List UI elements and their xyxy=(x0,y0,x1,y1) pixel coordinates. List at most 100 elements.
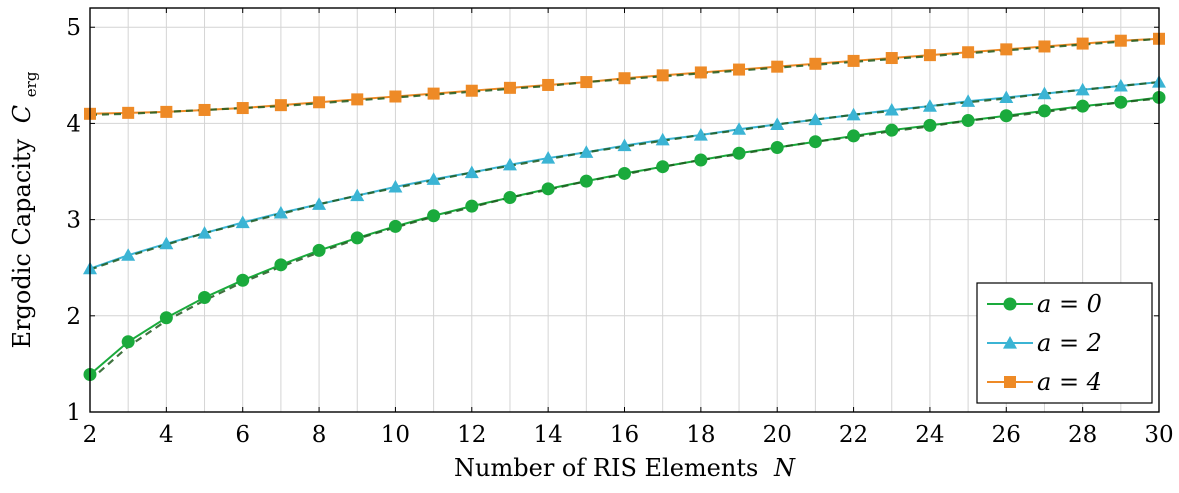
data-point xyxy=(350,188,365,202)
data-point xyxy=(198,103,211,116)
data-point xyxy=(885,123,899,137)
data-point xyxy=(655,132,670,146)
data-point xyxy=(579,174,593,188)
data-point xyxy=(1037,104,1051,118)
data-point xyxy=(999,90,1014,104)
x-tick-label: 24 xyxy=(915,422,944,448)
data-point xyxy=(542,78,555,91)
data-point xyxy=(732,122,747,135)
legend-marker xyxy=(1003,336,1017,349)
data-point xyxy=(999,109,1013,123)
x-tick-label: 12 xyxy=(457,422,486,448)
y-tick-label: 2 xyxy=(66,304,81,330)
legend-label: a = 4 xyxy=(1037,368,1102,396)
data-point xyxy=(1038,40,1051,53)
data-point xyxy=(1114,95,1128,109)
x-tick-label: 22 xyxy=(839,422,868,448)
data-point xyxy=(122,106,135,119)
data-point xyxy=(694,66,707,79)
data-point xyxy=(885,52,898,65)
data-point xyxy=(389,90,402,103)
x-tick-label: 28 xyxy=(1068,422,1097,448)
series-0 xyxy=(83,90,1166,382)
ticks xyxy=(89,8,1160,413)
data-point xyxy=(771,60,784,73)
x-tick-label: 20 xyxy=(763,422,792,448)
data-point xyxy=(121,248,136,261)
x-tick-label: 8 xyxy=(312,422,327,448)
data-point xyxy=(847,54,860,67)
legend-entry: a = 2 xyxy=(987,329,1102,357)
x-axis-label: Number of RIS Elements xyxy=(454,454,758,482)
data-point xyxy=(350,231,364,245)
data-point xyxy=(808,135,822,149)
data-point xyxy=(923,118,937,132)
legend-label: a = 0 xyxy=(1037,290,1102,318)
data-point xyxy=(1075,82,1090,96)
data-point xyxy=(541,182,555,196)
data-point xyxy=(618,72,631,85)
legend-label: a = 2 xyxy=(1037,329,1102,357)
data-point xyxy=(503,81,516,94)
legend: a = 0 a = 2 a = 4 xyxy=(976,282,1153,404)
data-point xyxy=(732,146,746,160)
data-point xyxy=(923,49,936,62)
data-point xyxy=(770,117,785,130)
data-point xyxy=(273,205,288,219)
data-point xyxy=(1076,37,1089,50)
data-point xyxy=(961,94,976,107)
data-point xyxy=(312,197,327,210)
data-point xyxy=(197,226,212,239)
legend-entry: a = 0 xyxy=(987,290,1102,318)
y-axis-subscript: erg xyxy=(22,71,40,97)
series-1 xyxy=(83,75,1166,275)
x-axis-variable: N xyxy=(773,454,796,482)
data-point xyxy=(465,199,479,213)
y-axis-label: Ergodic Capacity xyxy=(8,138,36,348)
data-point xyxy=(274,99,287,112)
data-point xyxy=(656,160,670,174)
x-tick-label: 6 xyxy=(235,422,250,448)
legend-marker xyxy=(1004,376,1016,388)
data-point xyxy=(580,76,593,89)
x-tick-label: 16 xyxy=(610,422,639,448)
series-layer xyxy=(83,32,1166,382)
data-point xyxy=(618,166,631,180)
data-point xyxy=(121,335,135,349)
data-point xyxy=(159,236,174,250)
data-point xyxy=(884,102,899,116)
data-point xyxy=(160,105,173,118)
data-point xyxy=(693,127,708,141)
data-point xyxy=(236,273,250,287)
data-point xyxy=(770,140,784,154)
data-point xyxy=(1037,86,1052,100)
data-point xyxy=(312,243,326,257)
x-tick-label: 30 xyxy=(1144,422,1173,448)
data-point xyxy=(159,311,173,325)
data-point xyxy=(694,153,708,167)
x-tick-label: 2 xyxy=(83,422,98,448)
y-tick-label: 1 xyxy=(66,400,81,426)
data-point xyxy=(617,138,632,152)
data-point xyxy=(503,190,517,204)
data-point xyxy=(235,215,250,229)
data-point xyxy=(1113,78,1128,92)
data-point xyxy=(1114,34,1127,47)
data-point xyxy=(236,102,249,115)
x-tick-label: 4 xyxy=(159,422,174,448)
data-point xyxy=(961,114,975,128)
x-tick-label: 26 xyxy=(992,422,1021,448)
data-point xyxy=(846,107,861,121)
data-point xyxy=(809,57,822,70)
data-point xyxy=(427,87,440,100)
data-point xyxy=(464,165,479,179)
data-point xyxy=(274,258,288,272)
data-point xyxy=(388,179,403,193)
series-approx-line xyxy=(89,37,1160,116)
data-point xyxy=(426,172,441,185)
data-point xyxy=(808,112,823,126)
data-point xyxy=(313,96,326,109)
data-point xyxy=(962,46,975,59)
data-point xyxy=(388,219,402,233)
